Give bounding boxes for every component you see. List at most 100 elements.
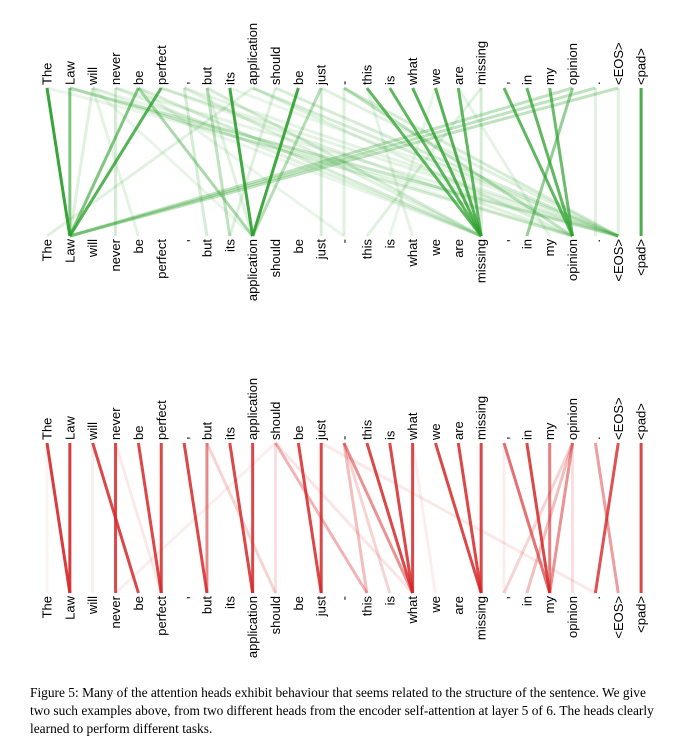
query-token-label: just (314, 419, 329, 441)
query-token-label: opinion (565, 43, 580, 85)
query-token-label: never (108, 52, 123, 85)
key-token-label: opinion (565, 239, 580, 281)
query-token-label: The (40, 63, 55, 85)
attention-edge (411, 442, 437, 594)
key-token-label: what (405, 596, 420, 625)
key-token-label: are (451, 239, 466, 258)
key-token-label: will (85, 239, 100, 258)
query-token-label: opinion (565, 398, 580, 440)
query-token-label: but (199, 422, 214, 440)
query-token-label: , (497, 436, 512, 440)
query-token-label: missing (474, 396, 489, 440)
query-token-label: be (291, 426, 306, 440)
key-token-label: be (131, 239, 146, 253)
key-token-label: its (222, 596, 237, 610)
query-token-label: . (588, 81, 603, 85)
key-token-label: Law (62, 238, 77, 262)
query-token-label: are (451, 421, 466, 440)
key-token-label: , (177, 239, 192, 243)
key-token-label: application (245, 239, 260, 301)
attention-edge (45, 87, 72, 237)
key-token-label: , (497, 596, 512, 600)
attention-edge (114, 442, 163, 594)
attention-edge (365, 442, 415, 594)
query-token-label: its (222, 427, 237, 441)
attention-edge (92, 86, 573, 238)
attention-edge (411, 87, 483, 237)
query-token-label: <pad> (634, 403, 649, 440)
key-token-label: - (337, 239, 352, 243)
query-token-label: Law (62, 61, 77, 85)
query-token-label: application (245, 378, 260, 440)
query-token-label: be (131, 71, 146, 85)
query-token-label: <EOS> (611, 42, 626, 85)
attention-edge (182, 442, 209, 594)
key-token-label: missing (474, 596, 489, 640)
attention-edge (228, 87, 277, 237)
query-token-label: my (542, 422, 557, 440)
key-token-label: opinion (565, 596, 580, 638)
query-token-label: will (85, 67, 100, 86)
key-token-label: is (382, 239, 397, 249)
query-token-label: its (222, 72, 237, 86)
key-token-label: application (245, 596, 260, 658)
key-token-label: <pad> (634, 239, 649, 276)
key-token-label: in (519, 239, 534, 249)
attention-edge (69, 86, 596, 238)
attention-edge (548, 442, 575, 594)
key-token-label: is (382, 596, 397, 606)
query-token-label: just (314, 64, 329, 86)
key-token-label: this (359, 239, 374, 260)
query-token-label: should (268, 402, 283, 440)
attention-edge (114, 86, 482, 238)
key-token-label: , (497, 239, 512, 243)
key-token-label: what (405, 239, 420, 268)
attention-edge (183, 86, 619, 238)
key-token-label: this (359, 596, 374, 617)
attention-edge (388, 442, 415, 594)
key-token-label: <pad> (634, 596, 649, 633)
query-token-label: we (428, 68, 443, 86)
attention-edge (68, 87, 95, 237)
key-token-label: will (85, 596, 100, 615)
query-token-label: application (245, 23, 260, 85)
query-token-label: Law (62, 416, 77, 440)
key-token-label: The (40, 239, 55, 261)
attention-edge (251, 87, 323, 237)
key-token-label: but (199, 239, 214, 257)
figure-caption: Figure 5: Many of the attention heads ex… (30, 685, 654, 736)
head-b-panel: TheTheLawLawwillwillneverneverbebeperfec… (40, 378, 649, 658)
head-a-panel: TheTheLawLawwillwillneverneverbebeperfec… (40, 23, 649, 301)
query-token-label: <EOS> (611, 397, 626, 440)
attention-edge (205, 87, 232, 237)
key-token-label: just (314, 239, 329, 261)
attention-edge (388, 87, 483, 237)
key-token-label: never (108, 595, 123, 628)
key-token-label: be (131, 596, 146, 610)
key-token-label: in (519, 596, 534, 606)
key-token-label: missing (474, 239, 489, 283)
query-token-label: in (519, 75, 534, 85)
attention-edge (160, 86, 574, 238)
attention-edge (137, 86, 482, 238)
query-token-label: this (359, 64, 374, 85)
key-token-label: . (588, 596, 603, 600)
key-token-label: - (337, 596, 352, 600)
attention-figure: TheTheLawLawwillwillneverneverbebeperfec… (40, 23, 649, 658)
attention-edge (68, 87, 140, 237)
key-token-label: perfect (154, 239, 169, 279)
key-token-label: <EOS> (611, 239, 626, 282)
query-token-label: be (131, 426, 146, 440)
query-token-label: perfect (154, 400, 169, 440)
attention-edge (160, 86, 619, 238)
attention-edge (456, 87, 483, 237)
query-token-label: , (497, 81, 512, 85)
key-token-label: my (542, 239, 557, 257)
attention-edge (137, 87, 254, 237)
attention-edge (205, 87, 255, 237)
query-token-label: will (85, 422, 100, 441)
key-token-label: perfect (154, 596, 169, 636)
attention-edge (342, 442, 392, 594)
query-token-label: what (405, 57, 420, 86)
query-token-label: my (542, 67, 557, 85)
